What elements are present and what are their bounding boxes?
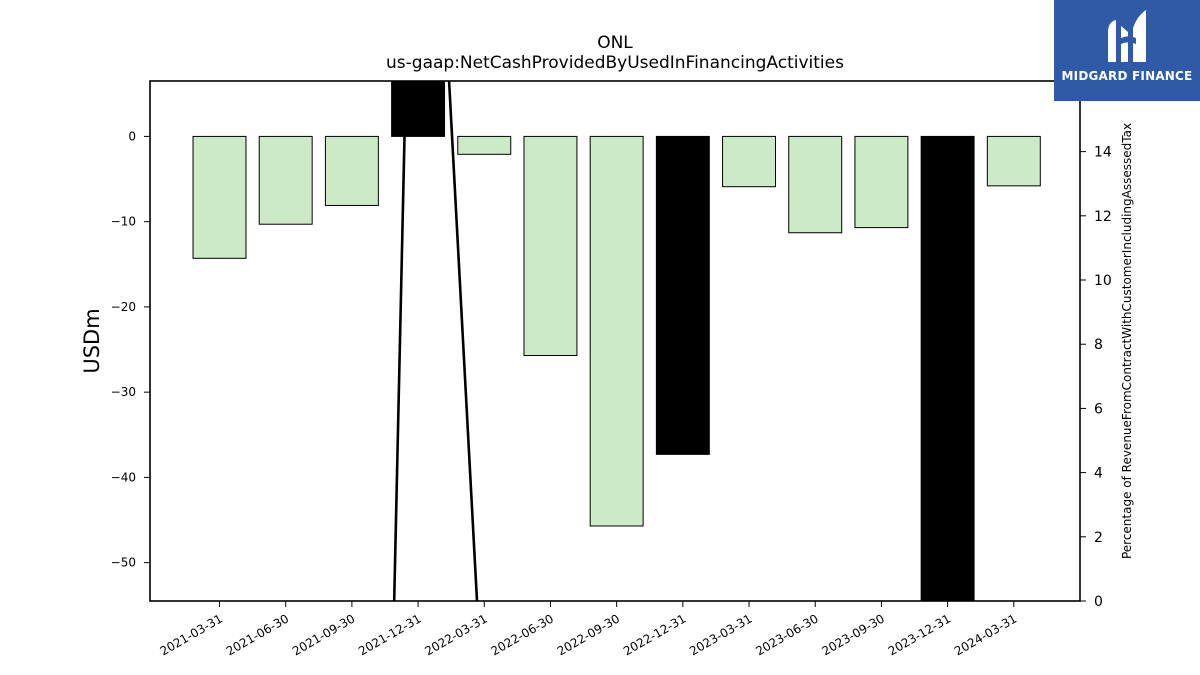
bar-2021-03-31 — [192, 135, 247, 259]
line-series-layer — [392, 81, 479, 601]
logo-mark-icon — [1108, 10, 1146, 62]
logo-text: MIDGARD FINANCE — [1061, 69, 1193, 83]
bar-group — [192, 80, 1041, 602]
bar-2021-06-30 — [258, 135, 313, 225]
x-axis: 2021-03-312021-06-302021-09-302021-12-31… — [158, 601, 1019, 658]
bar-2024-03-31 — [986, 135, 1041, 187]
chart-title: ONL — [597, 33, 633, 53]
y-tick-label: −10 — [111, 215, 136, 229]
bar-2023-12-31 — [920, 135, 975, 602]
x-tick-label: 2023-12-31 — [886, 611, 953, 658]
y-tick-label: 0 — [128, 129, 136, 143]
x-tick-label: 2022-09-30 — [555, 611, 622, 658]
y-tick-label: −50 — [111, 556, 136, 570]
bar-2022-12-31 — [655, 135, 710, 455]
y2-tick-label: 4 — [1094, 466, 1103, 482]
y-axis-label: USDm — [80, 308, 104, 373]
x-tick-label: 2024-03-31 — [952, 611, 1019, 658]
y2-axis: 0246810121416 — [1080, 80, 1112, 610]
y2-tick-label: 8 — [1094, 337, 1103, 353]
bar-2023-06-30 — [788, 135, 843, 234]
x-tick-label: 2021-03-31 — [158, 611, 225, 658]
bar-2023-03-31 — [722, 135, 777, 188]
y2-tick-label: 0 — [1094, 594, 1103, 610]
chart-subtitle: us-gaap:NetCashProvidedByUsedInFinancing… — [386, 53, 844, 73]
bar-2022-03-31 — [457, 135, 512, 155]
plot-frame — [149, 80, 1081, 602]
line-series — [392, 81, 479, 601]
y2-axis-label: Percentage of RevenueFromContractWithCus… — [1120, 123, 1134, 559]
y-axis: 0 −10 −20 −30 −40 −50 — [111, 129, 150, 570]
x-tick-label: 2022-06-30 — [489, 611, 556, 658]
y2-tick-label: 10 — [1094, 273, 1112, 289]
y2-tick-label: 6 — [1094, 401, 1103, 417]
y2-tick-label: 14 — [1094, 145, 1112, 161]
x-tick-label: 2022-03-31 — [422, 611, 489, 658]
x-tick-label: 2022-12-31 — [621, 611, 688, 658]
x-tick-label: 2023-09-30 — [820, 611, 887, 658]
bar-2022-06-30 — [523, 135, 578, 356]
x-tick-label: 2023-06-30 — [753, 611, 820, 658]
logo: MIDGARD FINANCE — [1054, 0, 1200, 101]
x-tick-label: 2021-09-30 — [290, 611, 357, 658]
y2-tick-label: 2 — [1094, 530, 1103, 546]
y-tick-label: −30 — [111, 385, 136, 399]
bar-2022-09-30 — [589, 135, 644, 527]
x-tick-label: 2021-12-31 — [356, 611, 423, 658]
bar-2023-09-30 — [854, 135, 909, 229]
y2-tick-label: 12 — [1094, 209, 1112, 225]
bar-2021-09-30 — [324, 135, 379, 206]
y-tick-label: −40 — [111, 470, 136, 484]
bar-2021-12-31 — [391, 80, 446, 137]
x-tick-label: 2023-03-31 — [687, 611, 754, 658]
x-tick-label: 2021-06-30 — [224, 611, 291, 658]
y-tick-label: −20 — [111, 300, 136, 314]
